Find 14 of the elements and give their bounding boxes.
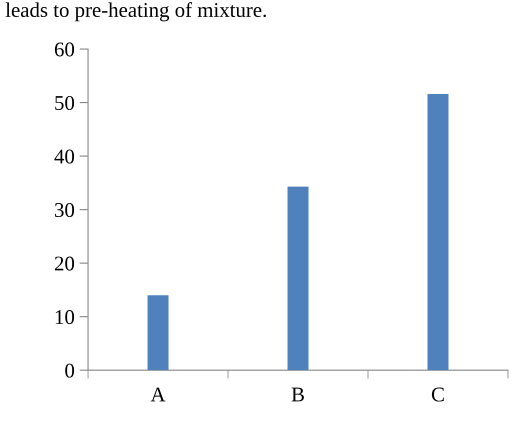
y-tick-label: 60 (54, 42, 74, 56)
x-tick-label: C (432, 388, 444, 402)
bar (427, 94, 448, 370)
y-tick-label: 0 (65, 364, 74, 378)
y-tick-label: 40 (54, 149, 74, 164)
y-tick-label: 50 (55, 96, 74, 110)
y-tick-label: 20 (54, 256, 74, 271)
y-tick-label: 10 (56, 310, 74, 324)
bar (148, 295, 169, 370)
text: leads to pre-heating of mixture. (6, 2, 266, 22)
y-tick-label: 30 (55, 202, 74, 218)
bar (288, 186, 309, 370)
x-tick-label: A (150, 388, 166, 402)
x-tick-label: B (292, 388, 304, 402)
